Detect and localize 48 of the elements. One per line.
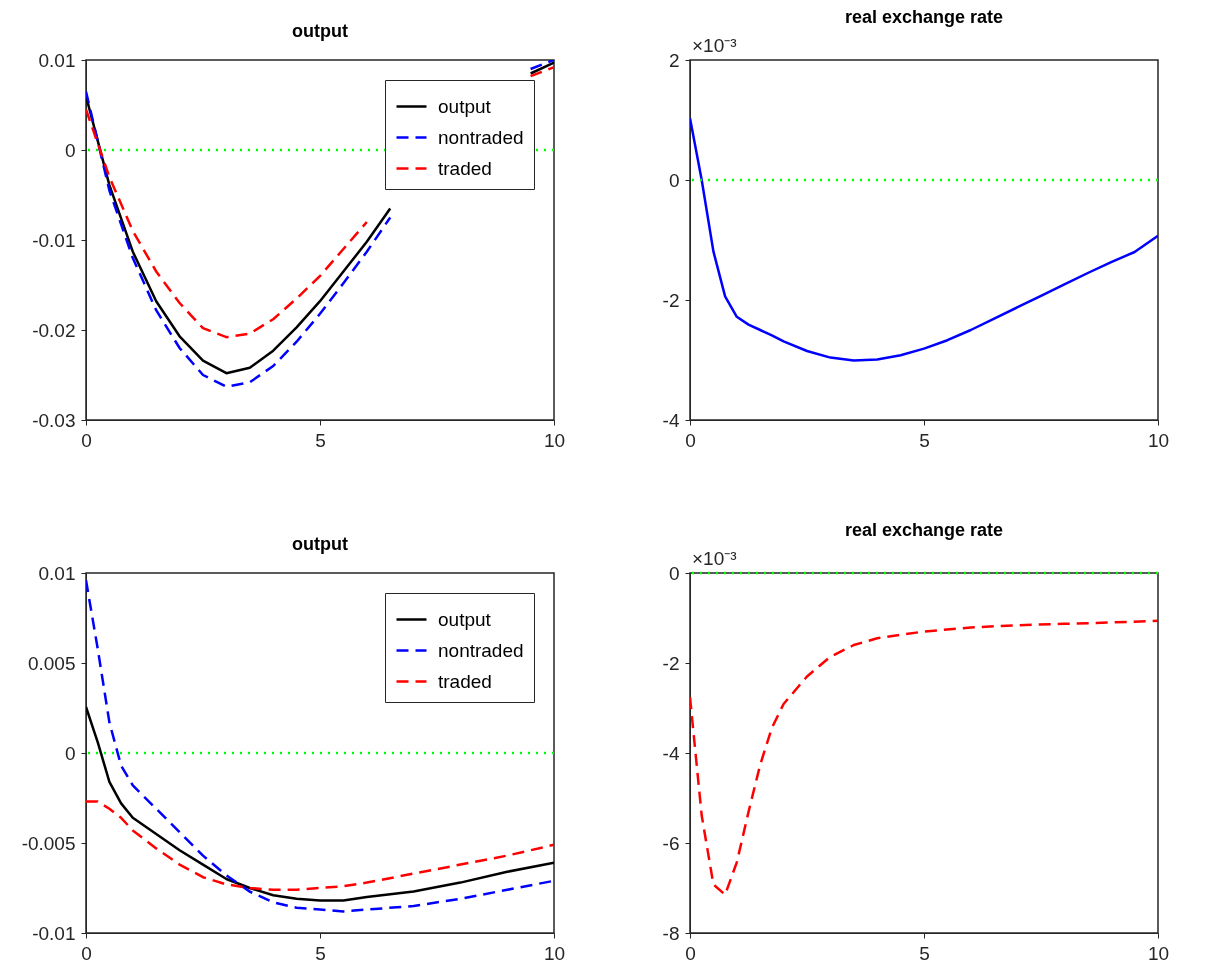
y-tick-label: 0.01 <box>38 49 76 71</box>
x-tick-label: 10 <box>1147 429 1170 451</box>
y-tick-label: -0.01 <box>32 922 76 944</box>
line-series <box>86 578 554 913</box>
y-tick-label: -8 <box>662 922 680 944</box>
x-tick-label: 5 <box>315 942 326 962</box>
y-tick-label: -6 <box>662 832 680 854</box>
x-tick-label: 5 <box>315 429 326 451</box>
y-tick-label: -4 <box>662 409 680 431</box>
chart-title: output <box>292 534 348 554</box>
x-tick-label: 10 <box>1147 942 1170 962</box>
legend-label: nontraded <box>438 126 524 148</box>
y-tick-label: 0 <box>64 139 76 161</box>
legend-label: output <box>438 608 492 630</box>
y-tick-label: -0.005 <box>21 832 76 854</box>
legend-label: output <box>438 95 492 117</box>
x-tick-label: 0 <box>685 942 696 962</box>
x-tick-label: 0 <box>81 429 92 451</box>
x-tick-label: 5 <box>919 942 930 962</box>
y-tick-label: -2 <box>662 652 680 674</box>
x-tick-label: 10 <box>543 942 566 962</box>
legend-label: traded <box>438 670 492 692</box>
y-tick-label: 0.005 <box>27 652 76 674</box>
y-tick-label: -0.02 <box>32 319 76 341</box>
x-tick-label: 5 <box>919 429 930 451</box>
chart-title: real exchange rate <box>844 7 1004 27</box>
chart-title: output <box>292 21 348 41</box>
line-series <box>690 116 1158 362</box>
chart-title: real exchange rate <box>844 520 1004 540</box>
y-tick-label: 2 <box>668 49 680 71</box>
y-tick-label: -0.01 <box>32 229 76 251</box>
line-series <box>690 619 1158 896</box>
y-tick-label: -2 <box>662 289 680 311</box>
text: ×10⁻³ <box>692 35 737 56</box>
legend-label: nontraded <box>438 639 524 661</box>
y-tick-label: 0 <box>668 169 680 191</box>
x-tick-label: 0 <box>685 429 696 451</box>
y-tick-label: 0 <box>64 742 76 764</box>
line-series <box>86 800 554 892</box>
y-tick-label: 0.01 <box>38 562 76 584</box>
text: ×10⁻³ <box>692 548 737 569</box>
x-tick-label: 0 <box>81 942 92 962</box>
line-series <box>86 705 554 902</box>
y-tick-label: 0 <box>668 562 680 584</box>
y-tick-label: -4 <box>662 742 680 764</box>
legend-label: traded <box>438 157 492 179</box>
y-tick-label: -0.03 <box>32 409 76 431</box>
x-tick-label: 10 <box>543 429 566 451</box>
